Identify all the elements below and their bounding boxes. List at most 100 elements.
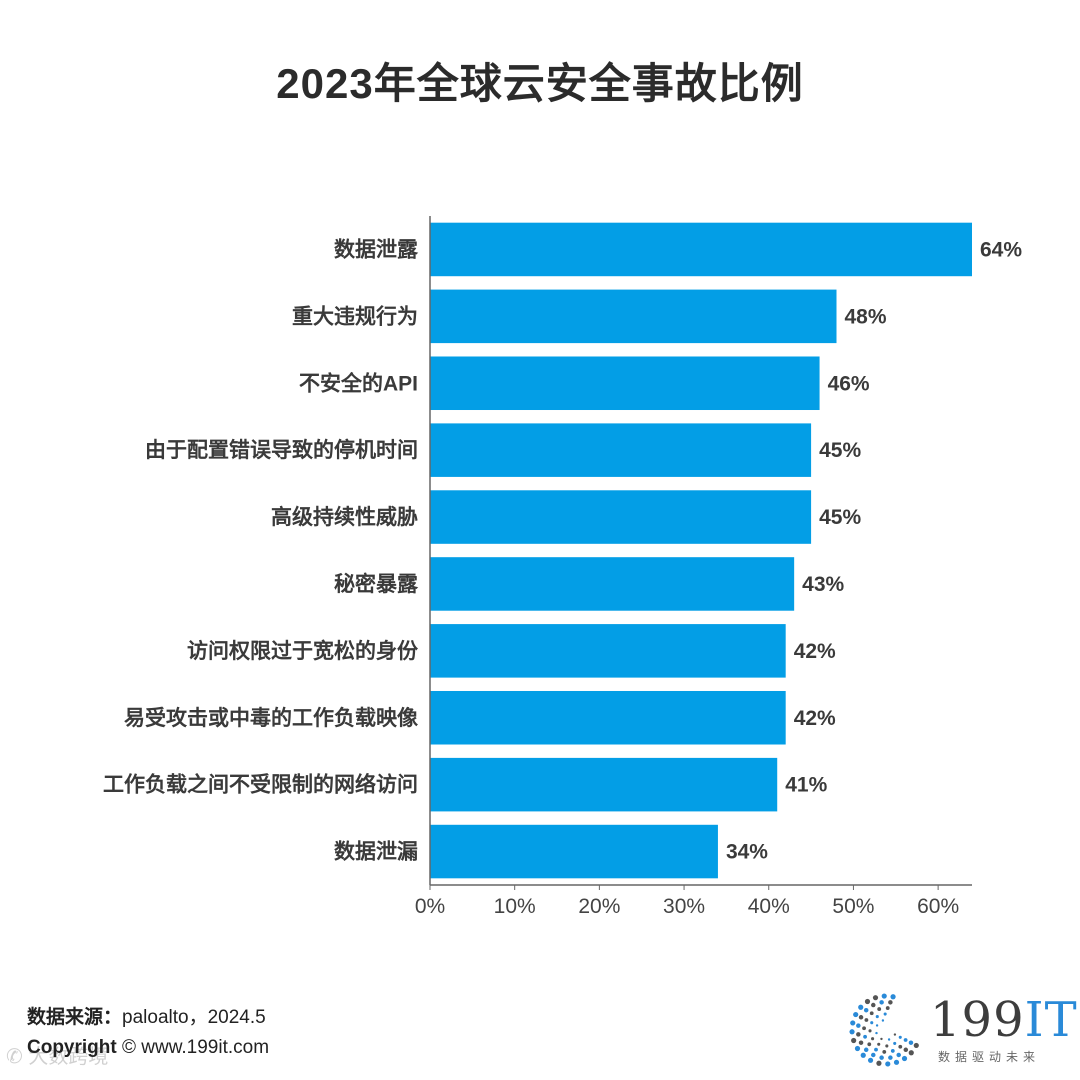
logo-dot	[877, 1043, 880, 1046]
logo-dot	[888, 1038, 890, 1040]
bar-chart: 数据泄露 64% 重大违规行为 48% 不安全的API 46% 由于配置错误导致的停机时间 4…	[0, 0, 1080, 940]
logo-dot	[894, 1060, 899, 1065]
data-source: 数据来源：paloalto，2024.5	[27, 1002, 266, 1029]
logo-dot	[885, 1044, 888, 1047]
logo-dot	[864, 1048, 869, 1053]
logo-dot	[898, 1045, 902, 1049]
logo-dot	[884, 1012, 887, 1015]
logo-dot	[909, 1050, 914, 1055]
logo-dot	[850, 1020, 855, 1025]
logo-dot	[867, 1042, 871, 1046]
data-label: 64%	[980, 238, 1022, 261]
logo-dot	[853, 1012, 858, 1017]
x-tick-label: 50%	[832, 895, 874, 918]
category-label: 重大违规行为	[292, 304, 418, 328]
logo-dot	[862, 1026, 866, 1030]
logo-dot	[856, 1032, 861, 1037]
bar	[430, 825, 718, 879]
source-value: paloalto，2024.5	[122, 1007, 266, 1028]
logo-dot	[894, 1033, 896, 1035]
watermark-icon: ✆	[6, 1046, 23, 1068]
bar	[430, 758, 777, 812]
category-label: 高级持续性威胁	[271, 505, 418, 529]
brand-logo: 199IT 数据驱动未来	[848, 990, 1063, 1070]
copyright-symbol: ©	[122, 1037, 136, 1058]
logo-dot	[904, 1038, 908, 1042]
logo-dot	[886, 1006, 890, 1010]
logo-dot	[864, 1008, 869, 1013]
bar	[430, 290, 837, 344]
logo-accent: IT	[1025, 992, 1078, 1048]
logo-dot	[914, 1043, 919, 1048]
data-label: 43%	[802, 573, 844, 596]
logo-wordmark: 199IT	[930, 992, 1078, 1048]
logo-dot	[855, 1046, 860, 1051]
logo-dot	[859, 1040, 864, 1045]
x-tick-label: 30%	[663, 895, 705, 918]
logo-dot	[864, 1018, 868, 1022]
logo-dot	[871, 1053, 876, 1058]
logo-dot	[874, 1048, 878, 1052]
data-label: 41%	[785, 774, 827, 797]
logo-subtitle: 数据驱动未来	[938, 1048, 1040, 1065]
copyright-url[interactable]: www.199it.com	[141, 1037, 269, 1058]
data-label: 34%	[726, 841, 768, 864]
category-label: 工作负载之间不受限制的网络访问	[103, 773, 418, 797]
logo-dot	[882, 1019, 884, 1021]
x-tick-label: 40%	[748, 895, 790, 918]
logo-dot	[851, 1038, 856, 1043]
logo-dot	[891, 1049, 895, 1053]
category-label: 秘密暴露	[334, 572, 419, 596]
logo-dot	[865, 999, 870, 1004]
logo-dot	[885, 1061, 890, 1066]
data-label: 45%	[819, 439, 861, 462]
logo-dot	[876, 1015, 879, 1018]
logo-dot	[896, 1053, 901, 1058]
x-tick-label: 60%	[917, 895, 959, 918]
copyright-label: Copyright	[27, 1037, 117, 1058]
logo-dot	[888, 1000, 893, 1005]
category-label: 数据泄露	[334, 238, 419, 261]
logo-dot	[875, 1032, 877, 1034]
source-label: 数据来源：	[27, 1007, 122, 1028]
data-label: 42%	[794, 640, 836, 663]
x-tick-label: 0%	[415, 895, 445, 918]
x-tick-label: 20%	[578, 895, 620, 918]
logo-dot	[909, 1040, 914, 1045]
category-label: 易受攻击或中毒的工作负载映像	[124, 706, 419, 730]
logo-dot	[904, 1048, 909, 1053]
logo-dot	[871, 1037, 874, 1040]
logo-dot	[868, 1058, 873, 1063]
logo-dot	[877, 1007, 881, 1011]
bar	[430, 557, 794, 611]
logo-dot	[879, 1055, 884, 1060]
data-label: 46%	[828, 372, 870, 395]
logo-dot	[893, 1042, 896, 1045]
logo-dot	[858, 1005, 863, 1010]
logo-dot	[868, 1029, 871, 1032]
logo-dot	[902, 1056, 907, 1061]
logo-dot	[870, 1011, 874, 1015]
logo-dot	[870, 1021, 873, 1024]
logo-dot	[859, 1015, 864, 1020]
dot-sphere-icon	[848, 990, 928, 1070]
logo-dot	[871, 1003, 876, 1008]
logo-dot	[876, 1024, 878, 1026]
logo-dot	[879, 1000, 884, 1005]
logo-dot	[882, 1050, 886, 1054]
logo-dot	[888, 1055, 893, 1060]
bar	[430, 223, 972, 277]
bar	[430, 490, 811, 544]
data-label: 45%	[819, 506, 861, 529]
category-label: 访问权限过于宽松的身份	[187, 639, 419, 663]
logo-dot	[882, 993, 887, 998]
logo-number: 199	[930, 992, 1025, 1048]
logo-dot	[861, 1053, 866, 1058]
bar	[430, 624, 786, 678]
logo-dot	[856, 1023, 861, 1028]
bar	[430, 356, 820, 410]
category-label: 由于配置错误导致的停机时间	[145, 438, 418, 462]
copyright: Copyright © www.199it.com	[27, 1037, 269, 1059]
logo-dot	[863, 1035, 867, 1039]
category-label: 数据泄漏	[334, 840, 418, 864]
